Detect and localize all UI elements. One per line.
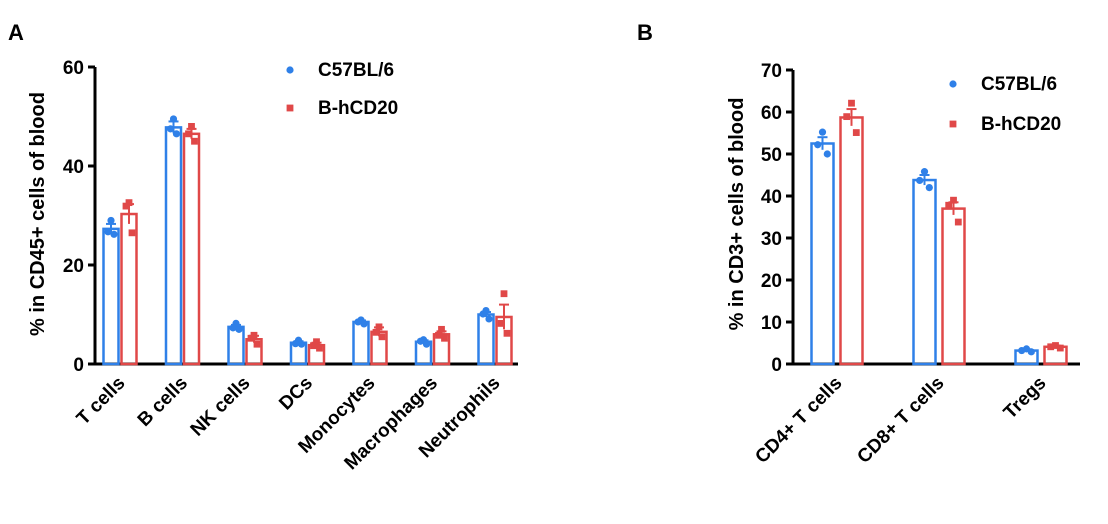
x-category-label: NK cells — [187, 373, 255, 441]
bar — [810, 142, 835, 366]
data-point — [107, 216, 115, 225]
panel-b-plot: 0 10 20 30 40 50 60 70 CD4+ T cells CD8+ T cells T… — [751, 61, 1080, 468]
data-point — [1018, 346, 1026, 355]
bar — [164, 126, 183, 366]
legend-label: B-hCD20 — [318, 98, 398, 119]
bar — [941, 207, 966, 366]
data-point — [485, 315, 493, 323]
bar — [102, 227, 120, 366]
data-point — [852, 129, 860, 136]
data-point — [1047, 343, 1055, 351]
data-point — [1052, 342, 1059, 349]
panel-a-ylabel: % in CD45+ cells of blood — [27, 92, 49, 336]
data-point — [360, 320, 368, 328]
data-point — [954, 218, 962, 226]
bar — [352, 320, 370, 366]
data-point — [848, 99, 855, 107]
data-point — [843, 113, 851, 121]
data-point — [916, 176, 924, 185]
data-point — [1056, 344, 1064, 352]
y-tick-label: 50 — [761, 145, 782, 166]
data-point — [416, 337, 425, 345]
data-point — [110, 230, 118, 238]
y-tick-label: 20 — [63, 256, 84, 277]
bar — [120, 212, 138, 366]
data-point — [253, 340, 261, 348]
x-category-label: CD4+ T cells — [751, 373, 846, 468]
y-tick-label: 0 — [73, 355, 84, 376]
data-point — [945, 201, 953, 209]
data-point — [229, 324, 237, 332]
data-point — [166, 125, 175, 133]
legend-marker — [286, 66, 294, 74]
data-point — [441, 334, 448, 342]
data-point — [479, 310, 487, 318]
legend-label: B-hCD20 — [981, 114, 1061, 135]
data-point — [950, 196, 957, 204]
data-point — [375, 323, 383, 331]
data-point — [925, 184, 933, 192]
data-point — [172, 130, 181, 138]
data-point — [297, 340, 306, 348]
data-point — [818, 128, 827, 136]
data-point — [169, 115, 178, 123]
data-point — [122, 202, 130, 210]
data-point — [104, 228, 112, 236]
bar — [912, 178, 937, 366]
data-point — [503, 329, 511, 337]
y-tick-label: 40 — [63, 157, 84, 178]
y-tick-label: 40 — [761, 187, 782, 208]
data-point — [316, 344, 323, 352]
legend-marker — [286, 104, 294, 112]
bar — [477, 313, 495, 366]
data-point — [814, 141, 822, 149]
panel-b-ylabel: % in CD3+ cells of blood — [726, 98, 748, 331]
data-point — [125, 199, 133, 207]
x-category-label: Tregs — [1000, 373, 1051, 424]
data-point — [497, 320, 505, 327]
legend-marker — [949, 80, 957, 88]
data-point — [128, 229, 136, 237]
x-category-label: DCs — [275, 373, 317, 415]
panel-a-label: A — [8, 20, 24, 45]
data-point — [422, 340, 431, 348]
data-point — [191, 137, 198, 145]
data-point — [235, 325, 243, 333]
x-category-label: CD8+ T cells — [853, 373, 948, 468]
data-point — [313, 338, 320, 346]
data-point — [500, 290, 508, 298]
data-point — [354, 318, 362, 326]
data-point — [378, 333, 386, 341]
y-tick-label: 60 — [63, 58, 84, 79]
legend-label: C57BL/6 — [981, 74, 1057, 95]
legend-label: C57BL/6 — [318, 60, 394, 81]
bar — [182, 132, 201, 366]
x-category-label: T cells — [73, 373, 130, 430]
data-point — [185, 130, 192, 138]
data-point — [435, 331, 442, 339]
bar — [227, 325, 245, 366]
data-point — [372, 328, 380, 336]
x-category-label: B cells — [134, 373, 192, 431]
panel-b-label: B — [637, 20, 653, 45]
data-point — [920, 168, 929, 176]
legend-marker — [949, 120, 957, 128]
y-tick-label: 20 — [761, 271, 782, 292]
data-point — [247, 334, 255, 342]
data-point — [1027, 348, 1035, 356]
y-tick-label: 0 — [771, 355, 782, 376]
y-tick-label: 60 — [761, 103, 782, 124]
bar — [839, 116, 864, 366]
data-point — [291, 340, 300, 348]
data-point — [188, 123, 195, 130]
data-point — [823, 150, 831, 158]
y-tick-label: 30 — [761, 229, 782, 250]
data-point — [438, 325, 445, 333]
y-tick-label: 10 — [761, 313, 782, 334]
y-tick-label: 70 — [761, 61, 782, 82]
data-point — [310, 342, 317, 350]
